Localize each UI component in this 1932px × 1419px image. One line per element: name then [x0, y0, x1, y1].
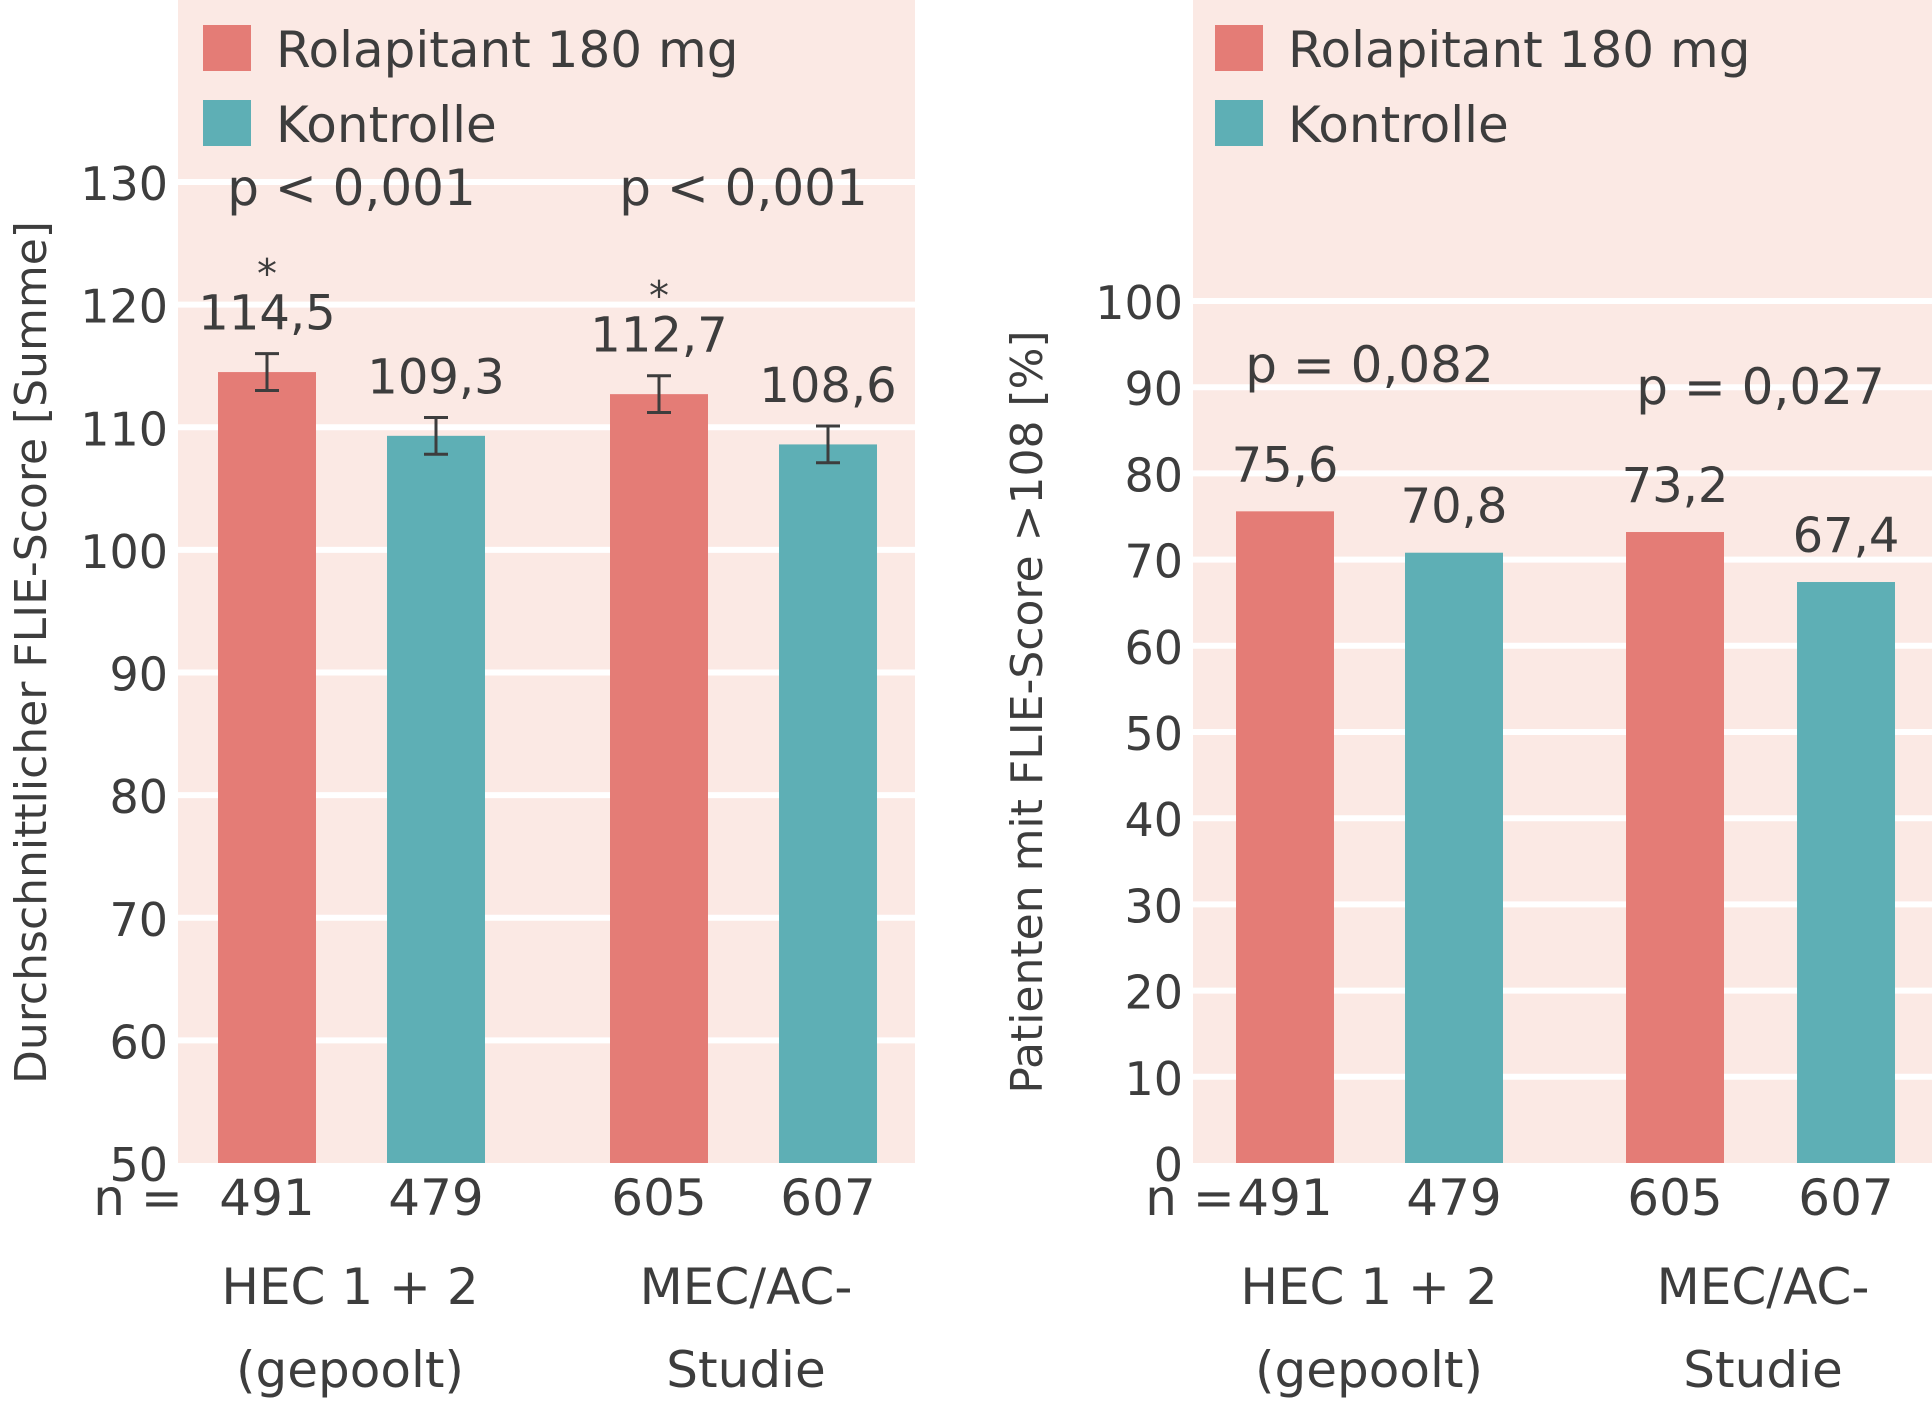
y-tick-label: 70 — [109, 893, 168, 947]
x-group-label: (gepoolt) — [1255, 1341, 1483, 1399]
error-bar — [424, 415, 448, 456]
bar-value-label: 108,6 — [759, 358, 896, 414]
y-tick-label: 100 — [1095, 276, 1183, 330]
p-value-label: p < 0,001 — [619, 159, 868, 217]
y-tick-label: 90 — [1124, 362, 1183, 416]
n-count-label: 605 — [1627, 1169, 1722, 1227]
y-tick-label: 60 — [1124, 621, 1183, 675]
y-tick-label: 30 — [1124, 879, 1183, 933]
bar — [610, 394, 708, 1163]
n-count-label: 479 — [388, 1169, 483, 1227]
y-tick-label: 120 — [80, 280, 168, 334]
bar-value-label: 73,2 — [1622, 458, 1729, 514]
bar-value-label: 67,4 — [1793, 508, 1900, 564]
y-tick-label: 80 — [1124, 448, 1183, 502]
x-group-label: (gepoolt) — [236, 1341, 464, 1399]
y-tick-label: 80 — [109, 770, 168, 824]
legend-label: Rolapitant 180 mg — [276, 21, 738, 79]
x-group-label: MEC/AC- — [1657, 1258, 1870, 1316]
bar — [1405, 552, 1503, 1163]
y-axis-label: Patienten mit FLIE-Score >108 [%] — [1002, 330, 1053, 1093]
p-value-label: p < 0,001 — [227, 159, 476, 217]
bar-value-label: 75,6 — [1232, 437, 1339, 493]
y-tick-label: 10 — [1124, 1052, 1183, 1106]
x-group-label: HEC 1 + 2 — [1240, 1258, 1497, 1316]
x-group-label: Studie — [666, 1341, 825, 1399]
bar — [1236, 511, 1334, 1163]
significance-marker: * — [649, 274, 669, 320]
n-count-label: 491 — [1237, 1169, 1332, 1227]
bar — [218, 372, 316, 1164]
bar-value-label: 114,5 — [198, 286, 335, 342]
n-count-label: 605 — [611, 1169, 706, 1227]
y-tick-label: 90 — [109, 648, 168, 702]
legend-swatch — [1215, 25, 1263, 71]
y-tick-label: 70 — [1124, 535, 1183, 589]
bar — [1626, 532, 1724, 1163]
y-tick-label: 0 — [1154, 1138, 1183, 1192]
y-tick-label: 20 — [1124, 966, 1183, 1020]
y-tick-label: 60 — [109, 1015, 168, 1069]
bar-value-label: 109,3 — [367, 349, 504, 405]
bar-value-label: 112,7 — [590, 308, 727, 364]
y-tick-label: 110 — [80, 402, 168, 456]
p-value-label: p = 0,082 — [1245, 336, 1494, 394]
chart-panel-patients-percent: 0 10 20 30 40 50 60 70 80 90 100 Patienten mit FLIE… — [1002, 0, 1932, 1399]
legend-swatch — [203, 25, 251, 71]
x-group-label: HEC 1 + 2 — [221, 1258, 478, 1316]
n-count-label: 607 — [780, 1169, 875, 1227]
y-tick-label: 100 — [80, 525, 168, 579]
y-tick-label: 130 — [80, 157, 168, 211]
chart-panel-mean-flie-score: 50 60 70 80 90 100 110 120 130 Durchschnittlicher… — [6, 0, 915, 1399]
x-group-label: Studie — [1683, 1341, 1842, 1399]
bar — [387, 435, 485, 1163]
legend-swatch — [203, 100, 251, 146]
legend-label: Kontrolle — [1288, 96, 1509, 154]
n-prefix-label: n = — [93, 1169, 182, 1227]
bar — [1797, 582, 1895, 1163]
p-value-label: p = 0,027 — [1636, 358, 1885, 416]
legend-label: Kontrolle — [276, 96, 497, 154]
error-bar — [647, 374, 671, 415]
significance-marker: * — [257, 252, 277, 298]
y-axis-label: Durchschnittlicher FLIE-Score [Summe] — [6, 221, 57, 1084]
n-count-label: 491 — [219, 1169, 314, 1227]
bar-value-label: 70,8 — [1401, 479, 1508, 535]
n-count-label: 479 — [1406, 1169, 1501, 1227]
legend-swatch — [1215, 100, 1263, 146]
bar — [779, 444, 877, 1164]
legend-label: Rolapitant 180 mg — [1288, 21, 1750, 79]
error-bar — [255, 352, 279, 392]
y-tick-label: 50 — [1124, 707, 1183, 761]
error-bar — [816, 424, 840, 465]
y-tick-label: 50 — [109, 1138, 168, 1192]
n-count-label: 607 — [1798, 1169, 1893, 1227]
y-tick-label: 40 — [1124, 793, 1183, 847]
n-prefix-label: n = — [1145, 1169, 1234, 1227]
x-group-label: MEC/AC- — [640, 1258, 853, 1316]
